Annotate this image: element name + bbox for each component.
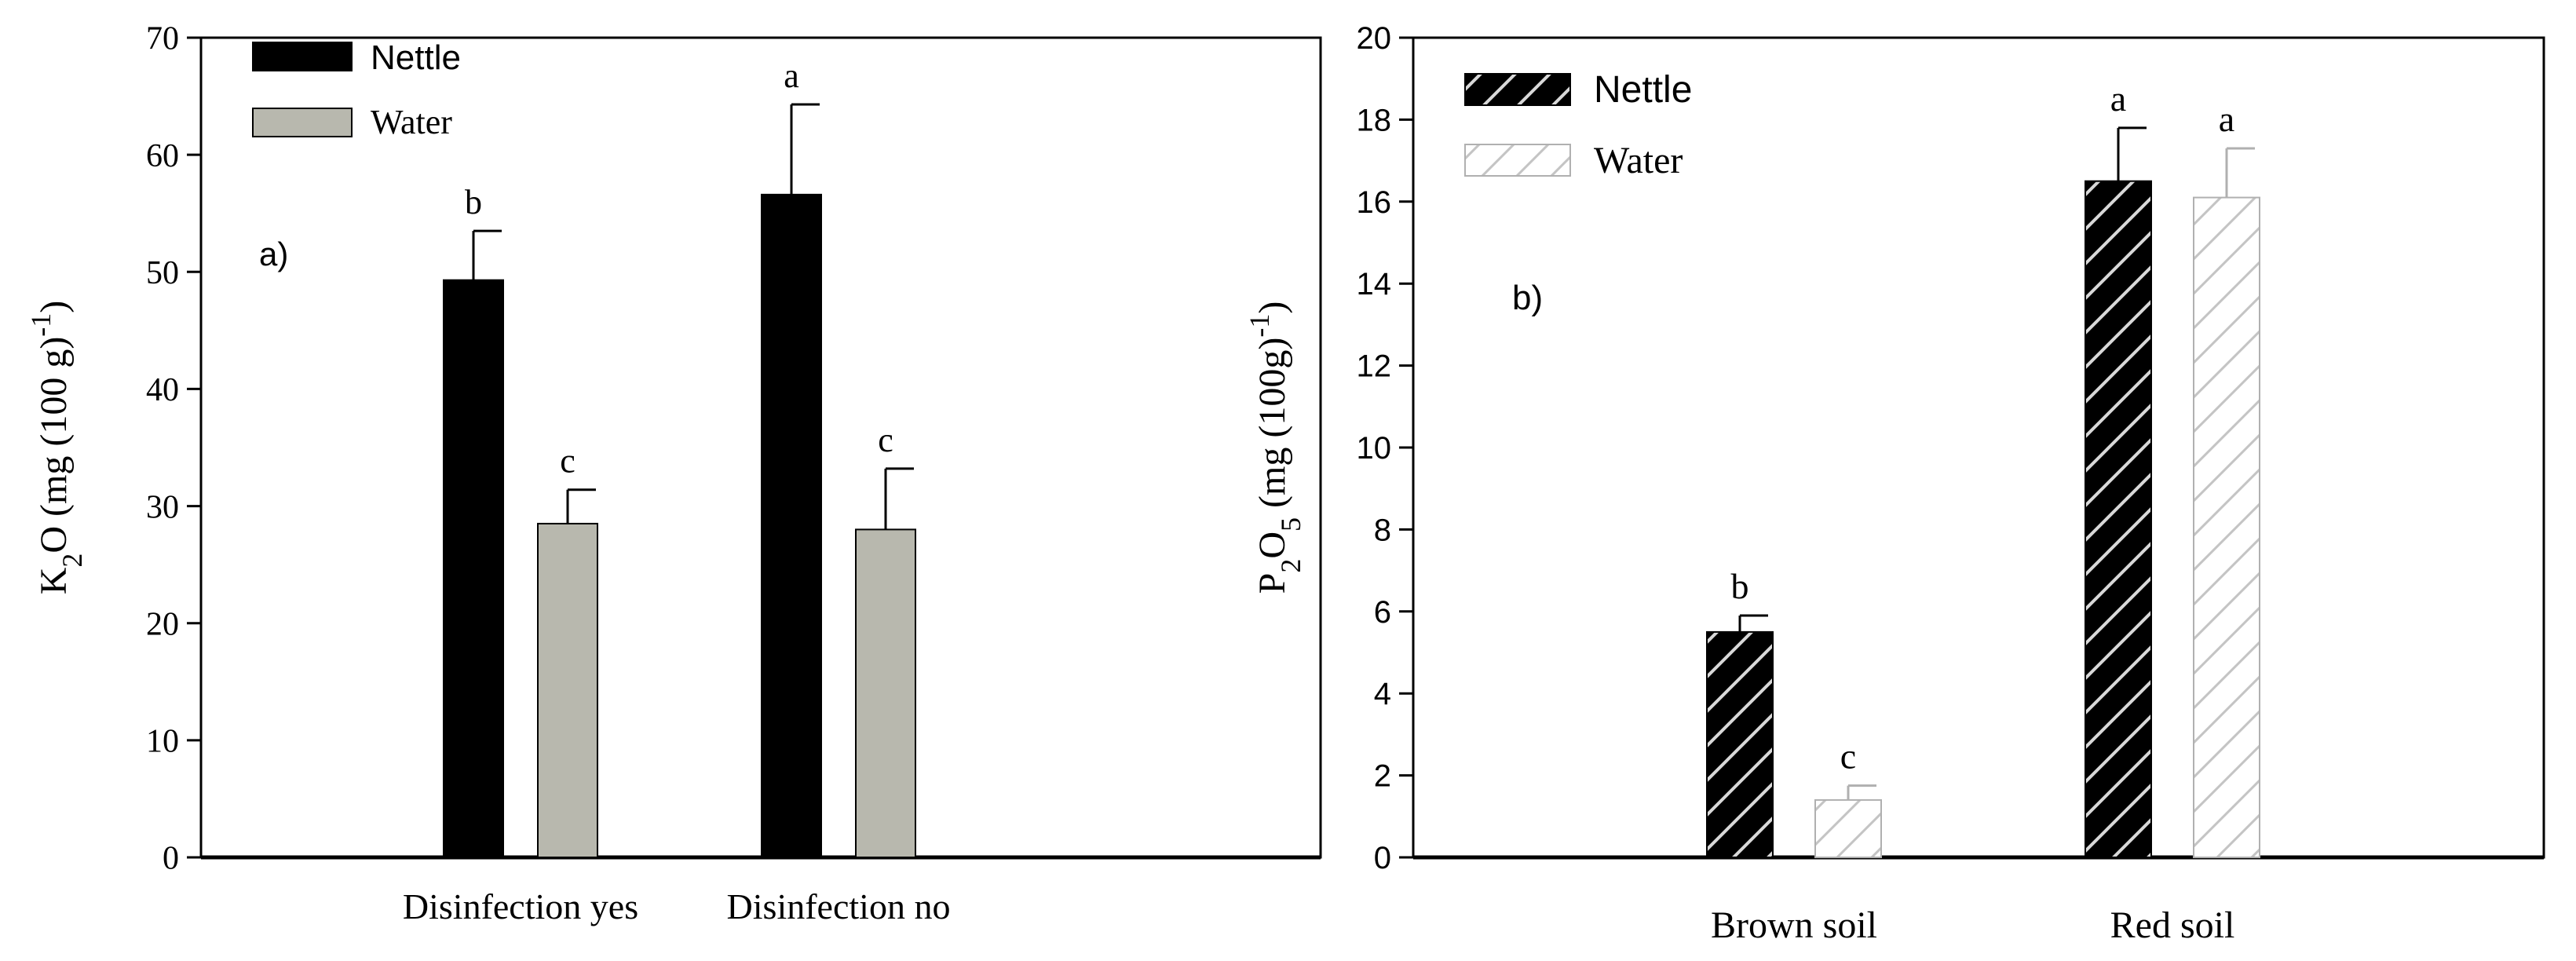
y-tick-label: 12 xyxy=(1357,349,1392,384)
significance-letter: a xyxy=(2110,79,2126,119)
significance-letter: a xyxy=(784,57,799,95)
y-tick-label: 4 xyxy=(1374,677,1391,711)
panel-label-a: a) xyxy=(259,236,288,272)
x-axis-a: Disinfection yes Disinfection no xyxy=(201,855,1321,926)
bar xyxy=(855,528,916,859)
y-tick-label: 10 xyxy=(1357,431,1392,466)
plot-frame-b xyxy=(1412,36,2545,859)
significance-letter: c xyxy=(878,421,893,459)
significance-letter: b xyxy=(1731,566,1749,606)
y-tick-label: 20 xyxy=(1357,21,1392,56)
y-tick-label: 20 xyxy=(146,606,179,642)
y-axis-b: 0 2 4 6 8 10 12 14 16 18 20 xyxy=(1357,21,1413,875)
y-tick-label: 2 xyxy=(1374,759,1391,794)
bars-a: b c a c xyxy=(443,57,916,859)
y-tick-label: 6 xyxy=(1374,595,1391,630)
legend-label-water-a: Water xyxy=(371,103,452,141)
legend-swatch-nettle-b xyxy=(1464,73,1571,106)
legend-b: Nettle Water xyxy=(1464,69,1692,181)
significance-letter: c xyxy=(1840,736,1856,776)
y-tick-label: 8 xyxy=(1374,513,1391,547)
y-tick-label: 10 xyxy=(146,724,179,760)
bar xyxy=(1814,798,1882,858)
panel-label-b: b) xyxy=(1512,279,1543,317)
x-axis-b: Brown soil Red soil xyxy=(1413,855,2544,946)
chart-panel-b: 0 2 4 6 8 10 12 14 16 18 20 Brown soil Red soil b c a… xyxy=(1244,21,2545,946)
legend-swatch-water-b xyxy=(1464,144,1571,177)
legend-swatch-nettle-a xyxy=(252,42,353,71)
bar xyxy=(1706,630,1774,859)
bar xyxy=(2085,180,2152,858)
y-axis-title-a: K2O (mg (100 g)-1) xyxy=(25,301,88,595)
y-tick-label: 50 xyxy=(146,255,179,291)
x-category-label: Red soil xyxy=(2110,904,2235,946)
y-tick-label: 60 xyxy=(146,138,179,174)
legend-label-water-b: Water xyxy=(1594,140,1683,181)
y-tick-label: 18 xyxy=(1357,103,1392,137)
y-tick-label: 30 xyxy=(146,489,179,525)
legend-swatch-water-a xyxy=(252,108,353,137)
y-tick-label: 0 xyxy=(1374,841,1391,875)
significance-letter: b xyxy=(465,183,482,221)
bar xyxy=(2193,196,2260,858)
x-category-label: Disinfection yes xyxy=(403,886,638,926)
y-tick-label: 16 xyxy=(1357,185,1392,220)
legend-a: Nettle Water xyxy=(252,38,461,141)
significance-letter: c xyxy=(560,442,575,480)
bars-b: b c a a xyxy=(1706,79,2260,859)
significance-letter: a xyxy=(2219,99,2234,139)
y-axis-a: 0 10 20 30 40 50 60 70 xyxy=(146,21,201,877)
y-tick-label: 14 xyxy=(1357,267,1392,301)
y-axis-title-b: P2O5 (mg (100g)-1) xyxy=(1244,301,1306,594)
y-tick-label: 40 xyxy=(146,372,179,408)
x-category-label: Disinfection no xyxy=(727,886,951,926)
bar xyxy=(537,522,598,858)
x-category-label: Brown soil xyxy=(1711,904,1877,946)
legend-label-nettle-b: Nettle xyxy=(1594,69,1692,111)
legend-label-nettle-a: Nettle xyxy=(371,38,461,77)
y-tick-label: 70 xyxy=(146,21,179,57)
y-tick-label: 0 xyxy=(163,841,179,877)
bar xyxy=(761,193,822,858)
bar xyxy=(443,279,504,858)
